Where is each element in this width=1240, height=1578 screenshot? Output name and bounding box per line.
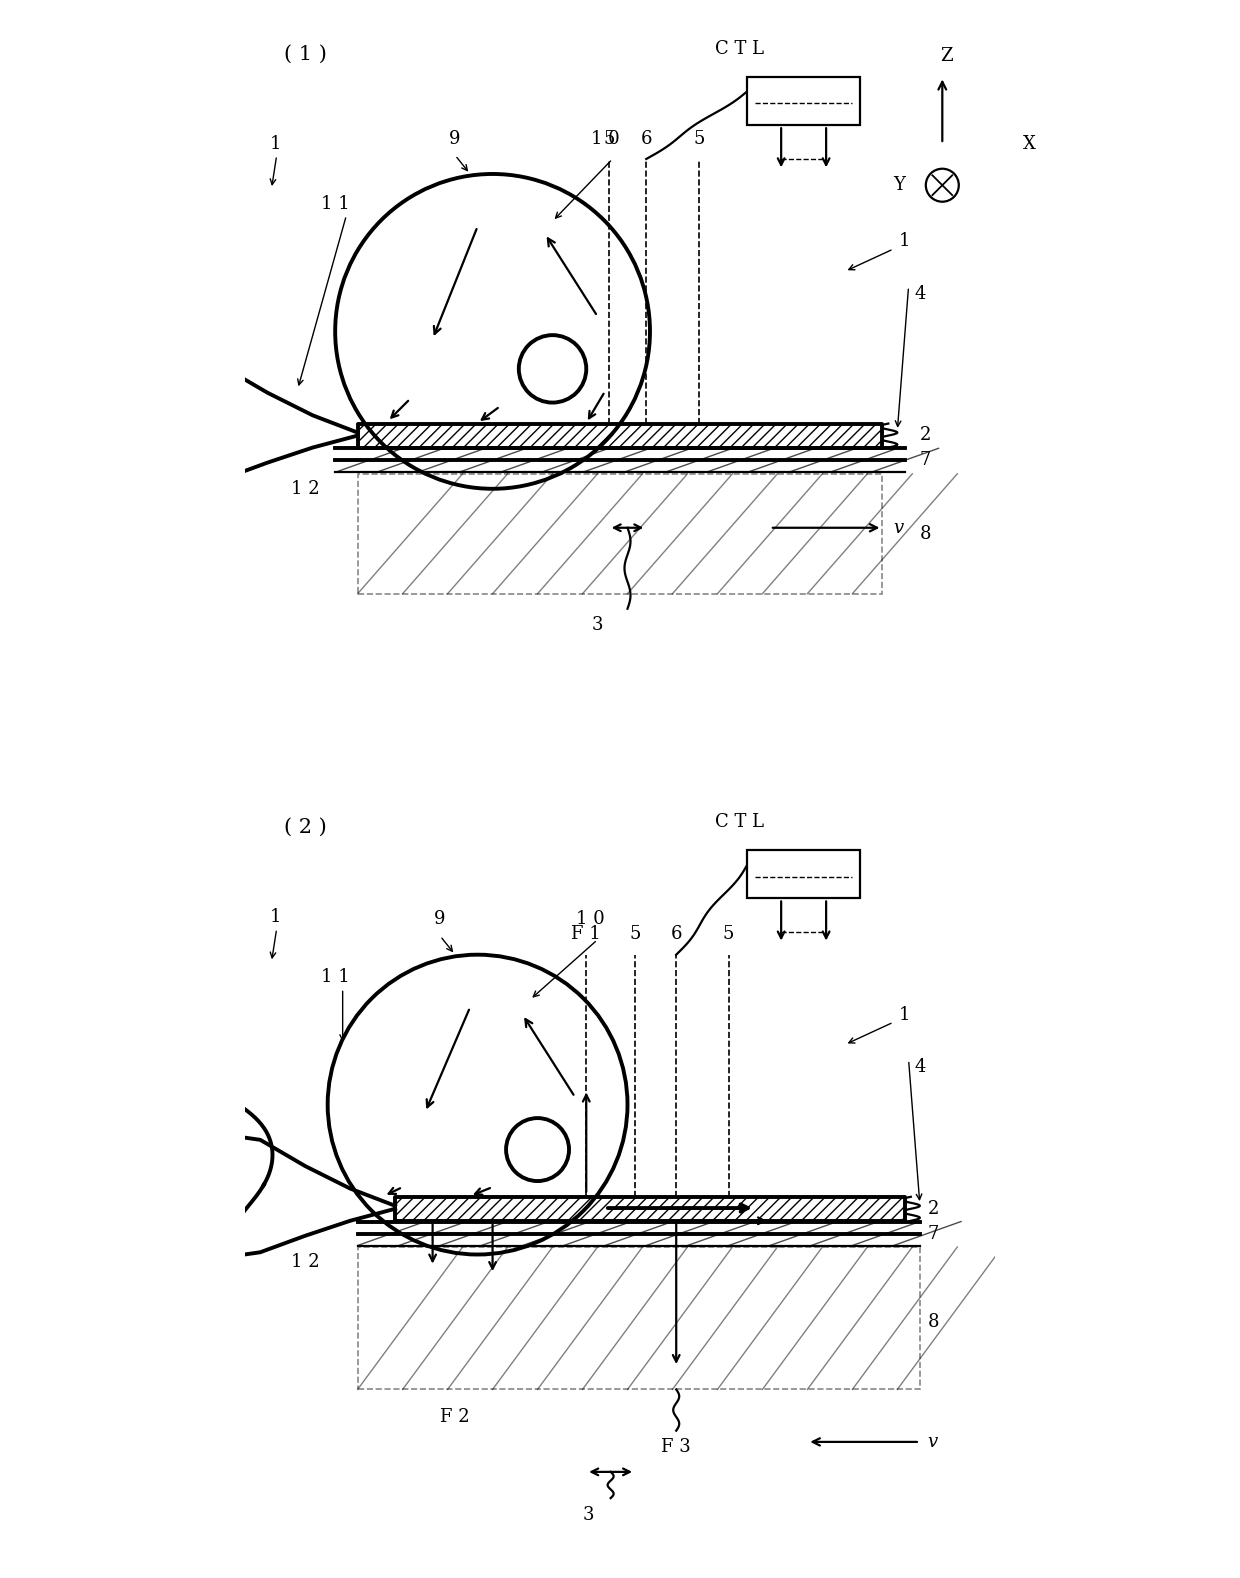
Text: 5: 5: [603, 129, 615, 148]
Text: C T L: C T L: [715, 813, 764, 832]
Text: 1 2: 1 2: [291, 480, 320, 497]
Text: 3: 3: [583, 1505, 594, 1524]
Text: 1: 1: [269, 136, 281, 153]
Text: 9: 9: [434, 911, 446, 928]
Bar: [357, 423, 883, 448]
Text: 1 2: 1 2: [291, 1253, 320, 1270]
Text: 3: 3: [591, 615, 604, 634]
Text: 8: 8: [928, 1313, 939, 1330]
Text: F 3: F 3: [661, 1438, 691, 1456]
Text: X: X: [1023, 136, 1037, 153]
Bar: [748, 849, 859, 898]
Text: 7: 7: [928, 1225, 939, 1242]
Text: 1 0: 1 0: [590, 129, 620, 148]
Text: 1: 1: [269, 909, 281, 926]
Text: 9: 9: [449, 129, 461, 148]
Text: 1 1: 1 1: [321, 196, 350, 213]
Text: 4: 4: [914, 286, 925, 303]
Text: 2: 2: [928, 1199, 939, 1218]
Text: Y: Y: [893, 177, 905, 194]
Bar: [396, 1196, 905, 1221]
Text: 1 1: 1 1: [321, 969, 350, 986]
Text: Z: Z: [940, 47, 952, 65]
Text: 8: 8: [920, 525, 931, 543]
Text: 5: 5: [723, 925, 734, 944]
Text: v: v: [928, 1433, 937, 1450]
Text: 5: 5: [693, 129, 704, 148]
Text: F 2: F 2: [440, 1408, 470, 1427]
Text: C T L: C T L: [715, 39, 764, 58]
Bar: [357, 473, 883, 593]
Text: 6: 6: [671, 925, 682, 944]
Text: v: v: [894, 519, 904, 537]
Text: ( 1 ): ( 1 ): [284, 44, 326, 63]
Bar: [748, 76, 859, 125]
Text: ( 2 ): ( 2 ): [284, 817, 326, 836]
Text: 5: 5: [630, 925, 641, 944]
Bar: [357, 1247, 920, 1389]
Text: 1 0: 1 0: [575, 911, 604, 928]
Text: 1: 1: [899, 232, 910, 251]
Text: 7: 7: [920, 451, 931, 469]
Text: F 1: F 1: [572, 925, 601, 944]
Text: 2: 2: [920, 426, 931, 443]
Text: 6: 6: [641, 129, 652, 148]
Text: 1: 1: [899, 1005, 910, 1024]
Text: 4: 4: [914, 1059, 925, 1076]
